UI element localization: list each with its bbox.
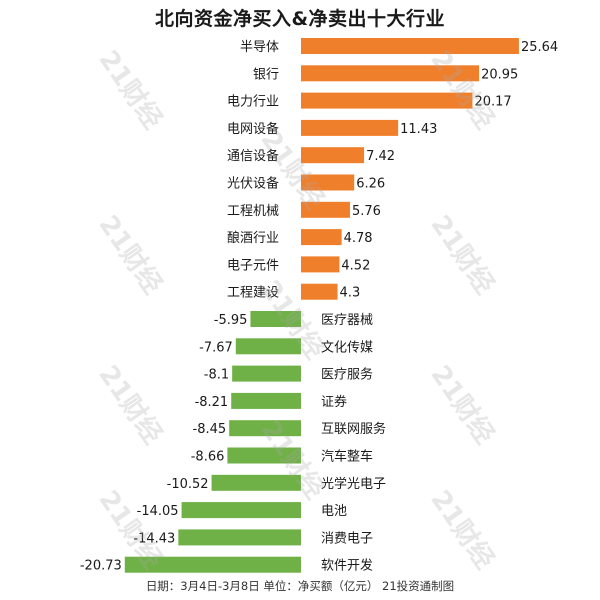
bar-13 — [232, 365, 301, 382]
category-label: 汽车整车 — [321, 449, 373, 465]
bar-17 — [211, 474, 301, 491]
value-label: -8.1 — [204, 368, 229, 383]
value-label: -7.67 — [199, 340, 233, 355]
chart-title: 北向资金净买入&净卖出十大行业 — [154, 8, 446, 30]
bar-16 — [227, 447, 301, 464]
value-label: 4.78 — [344, 231, 373, 246]
bar-2 — [301, 65, 480, 82]
category-label: 互联网服务 — [321, 421, 386, 437]
value-label: 7.42 — [366, 149, 395, 164]
bar-3 — [301, 92, 473, 109]
category-label: 电网设备 — [227, 121, 279, 137]
bar-12 — [235, 338, 301, 355]
bar-15 — [229, 420, 301, 437]
value-label: -8.21 — [195, 395, 229, 410]
category-label: 医疗服务 — [321, 367, 373, 383]
bar-20 — [124, 556, 301, 573]
category-label: 文化传媒 — [321, 340, 373, 355]
value-label: 11.43 — [400, 122, 437, 137]
category-label: 电子元件 — [227, 258, 279, 273]
bar-8 — [301, 229, 342, 246]
category-label: 医疗器械 — [321, 313, 373, 328]
bar-1 — [301, 38, 519, 54]
bar-10 — [301, 283, 338, 300]
category-label: 半导体 — [240, 40, 279, 55]
value-label: -10.52 — [167, 477, 209, 492]
value-label: 4.3 — [340, 286, 361, 301]
category-label: 软件开发 — [321, 558, 373, 574]
value-label: -8.45 — [193, 422, 227, 437]
category-label: 消费电子 — [321, 531, 373, 546]
category-label: 电池 — [321, 504, 347, 519]
bar-4 — [301, 119, 399, 136]
category-label: 光伏设备 — [227, 176, 279, 192]
value-label: 4.52 — [341, 258, 370, 273]
category-label: 银行 — [253, 67, 279, 82]
bar-5 — [301, 147, 365, 164]
bar-9 — [301, 256, 340, 273]
value-label: 6.26 — [356, 177, 385, 192]
category-label: 电力行业 — [227, 95, 279, 110]
category-label: 光学光电子 — [321, 476, 386, 492]
value-label: -14.05 — [137, 504, 179, 519]
value-label: -14.43 — [133, 531, 175, 546]
value-label: 25.64 — [521, 40, 558, 55]
bar-14 — [231, 392, 301, 409]
category-label: 工程建设 — [227, 286, 279, 301]
category-label: 证券 — [321, 394, 347, 410]
value-label: -5.95 — [214, 313, 248, 328]
category-label: 通信设备 — [227, 148, 279, 164]
bar-18 — [181, 502, 301, 519]
category-label: 酿酒行业 — [227, 230, 279, 246]
bar-19 — [178, 529, 301, 546]
bar-6 — [301, 174, 355, 191]
value-label: -8.66 — [191, 450, 225, 465]
value-label: 20.95 — [481, 67, 518, 82]
bar-7 — [301, 201, 350, 218]
value-label: -20.73 — [80, 559, 122, 574]
chart-footer: 日期：3月4日-3月8日 单位：净买额（亿元） 21投资通制图 — [145, 579, 455, 593]
bar-11 — [250, 311, 301, 327]
value-label: 5.76 — [352, 204, 381, 219]
value-label: 20.17 — [474, 95, 511, 110]
category-label: 工程机械 — [227, 204, 279, 219]
